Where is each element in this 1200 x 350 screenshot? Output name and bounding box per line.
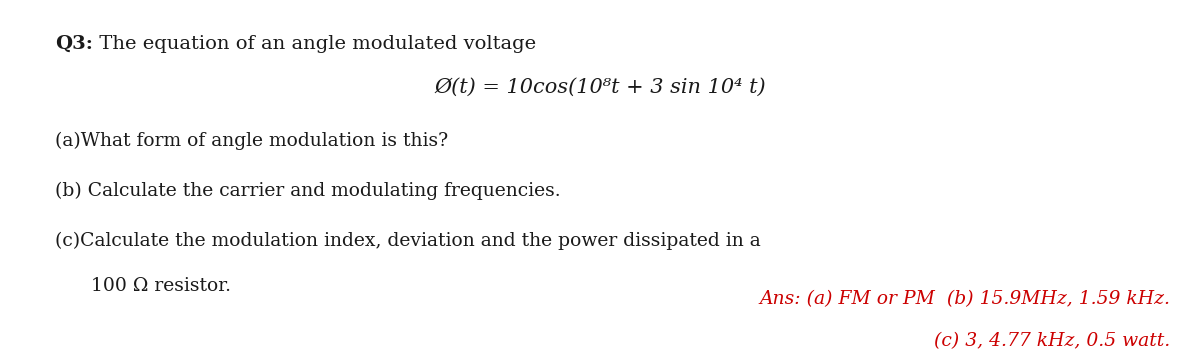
Text: Ans: (a) FM or PM  (b) 15.9MHz, 1.59 kHz.: Ans: (a) FM or PM (b) 15.9MHz, 1.59 kHz. [760, 290, 1170, 308]
Text: (b) Calculate the carrier and modulating frequencies.: (b) Calculate the carrier and modulating… [55, 182, 560, 200]
Text: The equation of an angle modulated voltage: The equation of an angle modulated volta… [94, 35, 536, 53]
Text: (a)What form of angle modulation is this?: (a)What form of angle modulation is this… [55, 132, 448, 150]
Text: Q3:: Q3: [55, 35, 92, 53]
Text: (c)Calculate the modulation index, deviation and the power dissipated in a: (c)Calculate the modulation index, devia… [55, 232, 761, 250]
Text: (c) 3, 4.77 kHz, 0.5 watt.: (c) 3, 4.77 kHz, 0.5 watt. [934, 332, 1170, 350]
Text: 100 Ω resistor.: 100 Ω resistor. [67, 277, 230, 295]
Text: Ø(t) = 10cos(10⁸t + 3 sin 10⁴ t): Ø(t) = 10cos(10⁸t + 3 sin 10⁴ t) [434, 78, 766, 97]
